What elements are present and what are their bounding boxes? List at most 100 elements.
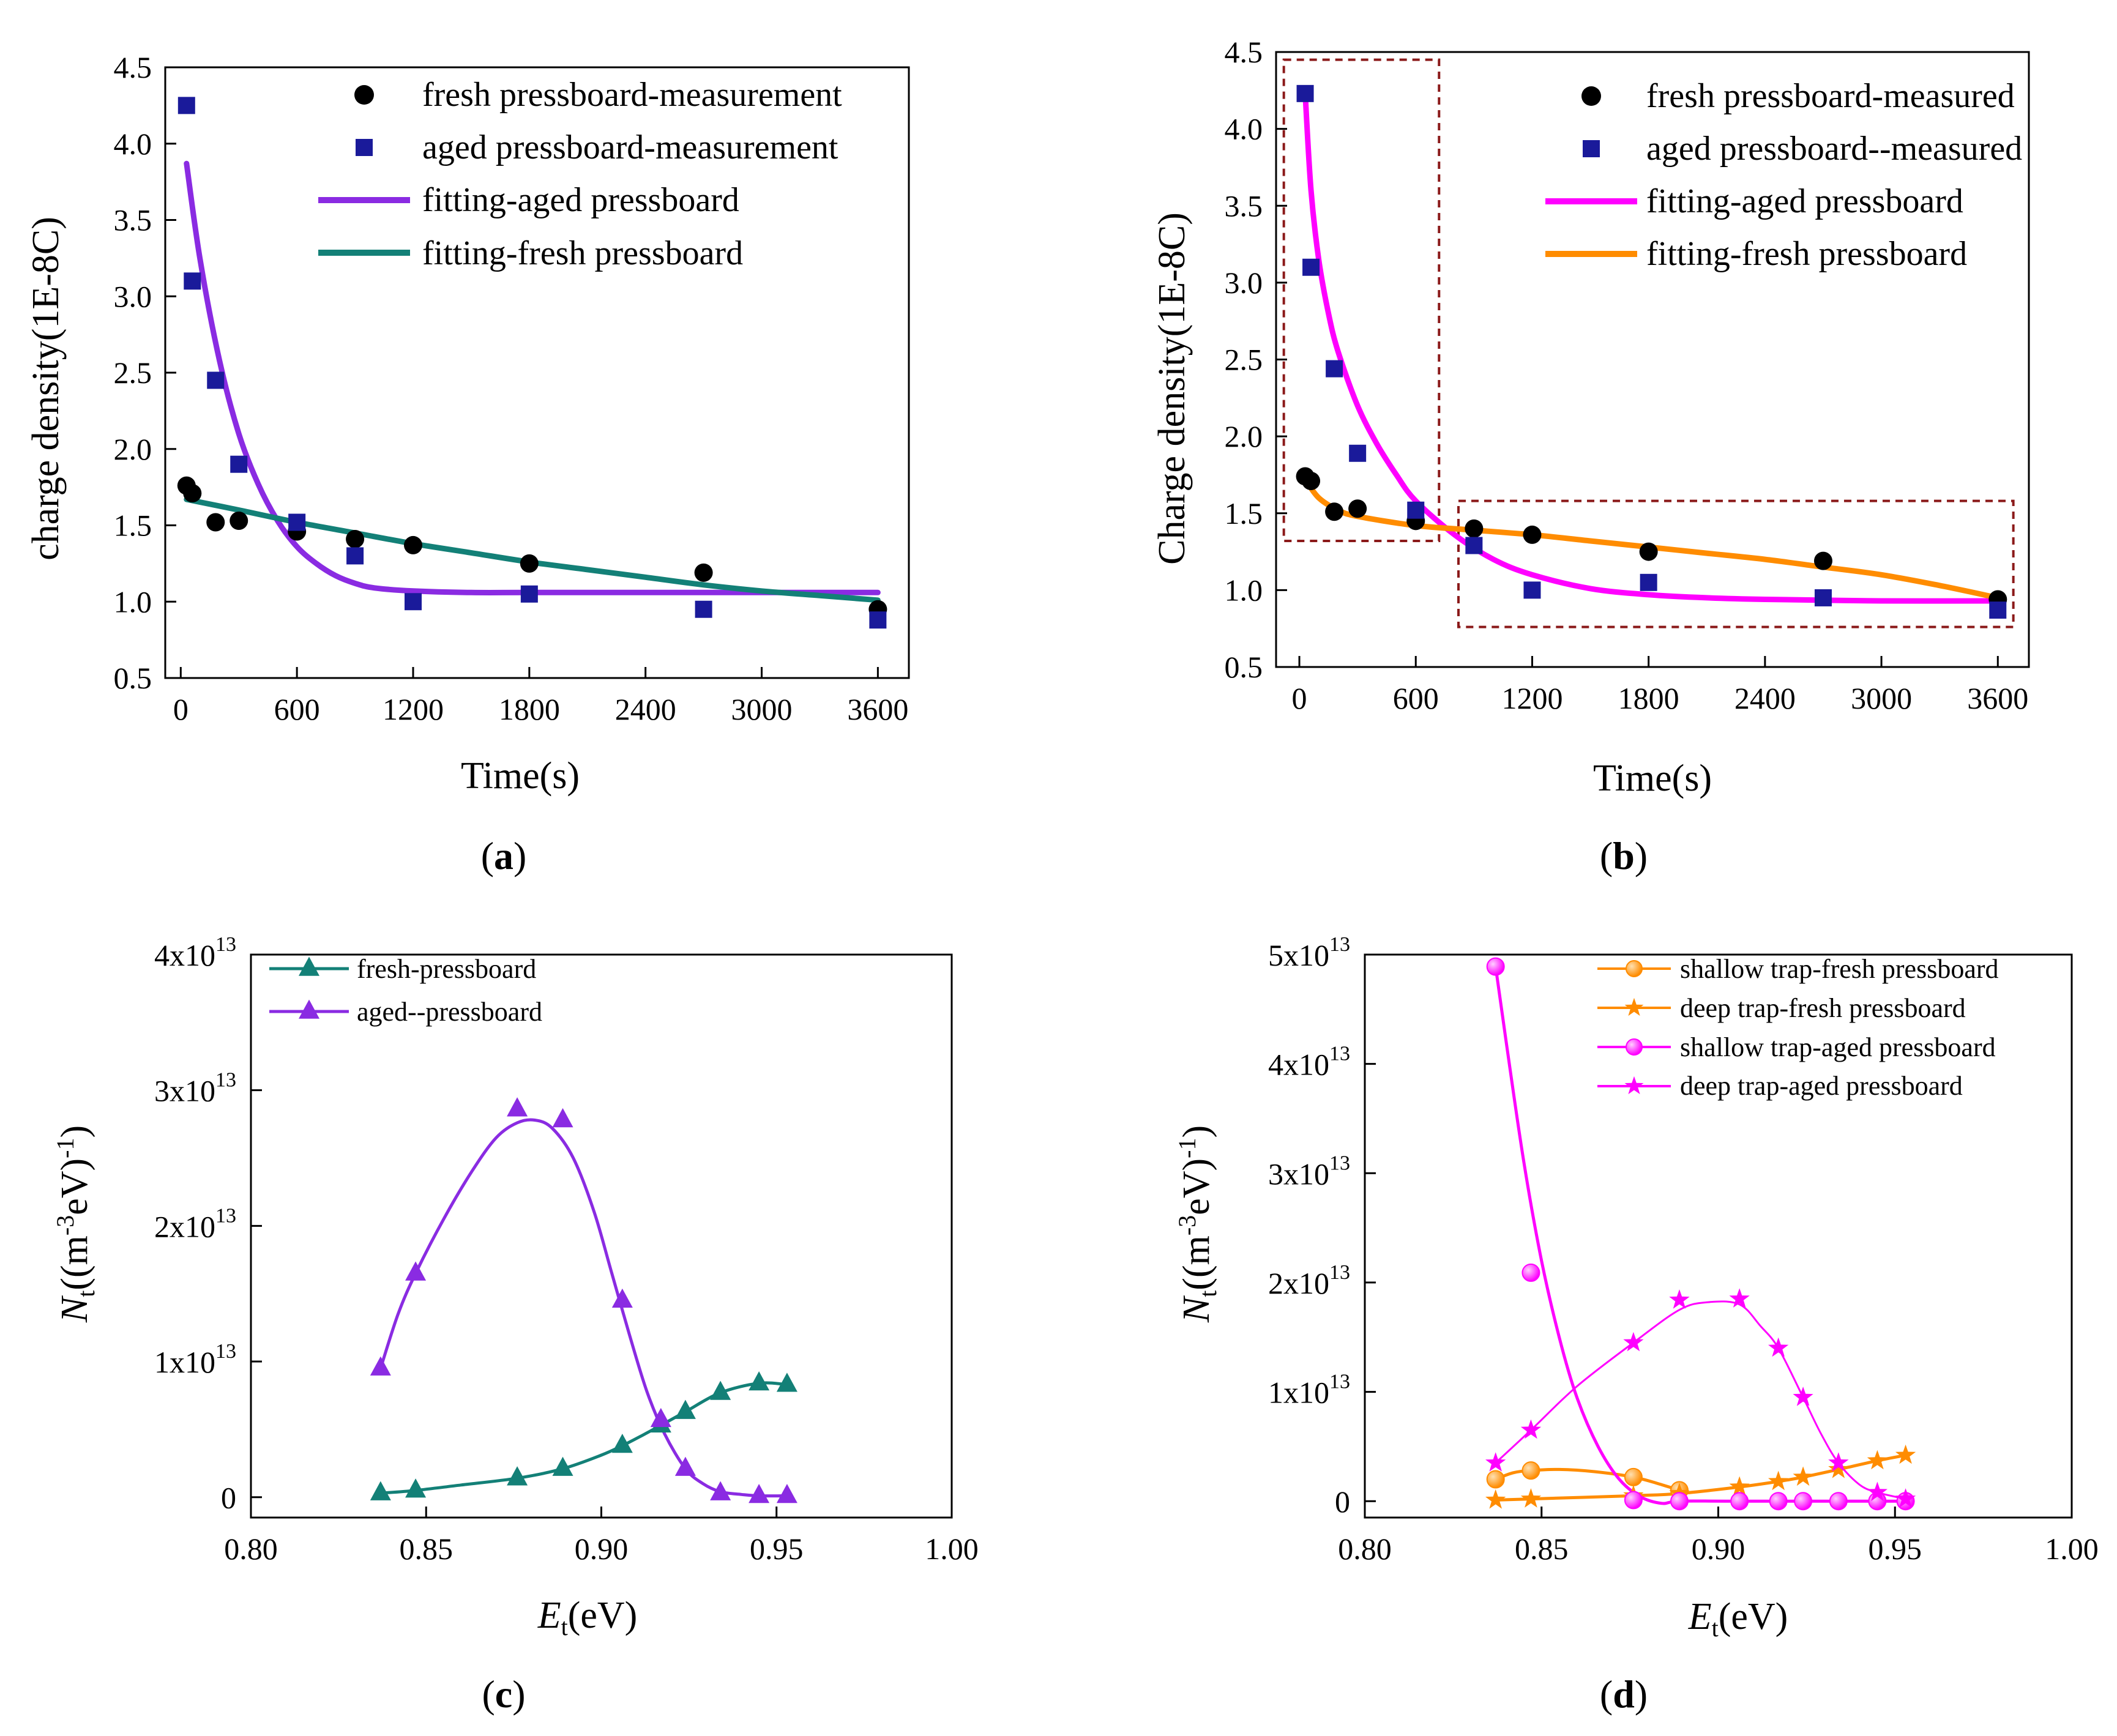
data-point — [1521, 1461, 1540, 1480]
legend-b-2: fitting-aged pressboard — [1646, 182, 1963, 220]
y-tick-label: 2.0 — [1225, 419, 1263, 453]
ylabel-a: charge density(1E-8C) — [25, 217, 67, 561]
y-tick-label: 2.0 — [114, 432, 152, 466]
data-point — [1793, 1466, 1813, 1486]
panel-label-d: (d) — [1600, 1672, 1648, 1716]
ylabel-c: Nt((m-3eV)-1) — [51, 1125, 100, 1323]
data-point — [1520, 1488, 1542, 1508]
xlabel-d: Et(eV) — [1688, 1596, 1788, 1642]
y-tick-label: 0 — [221, 1481, 236, 1515]
data-point — [1768, 1470, 1789, 1491]
x-tick-label: 3000 — [1851, 681, 1912, 715]
data-point — [230, 455, 248, 473]
data-point — [1624, 1491, 1643, 1510]
y-tick-label: 3x1013 — [1268, 1152, 1350, 1191]
data-point — [1794, 1492, 1813, 1511]
legend-markers — [269, 85, 1671, 1095]
data-point — [1793, 1387, 1813, 1406]
x-tick-label: 1800 — [499, 692, 560, 726]
data-point — [346, 547, 364, 565]
y-tick-label: 5x1013 — [1268, 933, 1350, 972]
curve-2 — [1494, 966, 1906, 1505]
panel-a: 0 600 1200 1800 2400 3000 3600 0.5 1.0 1.5 2.0 2.5 3… — [25, 50, 910, 877]
data-point — [1989, 602, 2007, 619]
data-point — [370, 1356, 391, 1376]
data-point — [507, 1097, 528, 1117]
panel-d: 0.80 0.85 0.90 0.95 1.00 0 1x1013 2x1013 3x1013 4… — [1173, 933, 2099, 1716]
legend-d-1: deep trap-fresh pressboard — [1680, 993, 1966, 1023]
data-point — [776, 1373, 797, 1392]
x-tick-label: 0.95 — [1869, 1532, 1922, 1566]
x-tick-label: 0.90 — [575, 1532, 629, 1566]
x-tick-label: 1200 — [383, 692, 444, 726]
data-point — [183, 484, 202, 503]
data-point — [749, 1371, 770, 1391]
data-point — [1729, 1476, 1750, 1496]
y-tick-label: 1.0 — [114, 584, 152, 619]
data-point — [1302, 258, 1320, 276]
data-point — [1486, 957, 1505, 976]
plot-area-c: 0.80 0.85 0.90 0.95 1.00 0 1x1013 2x1013 3x1013 4… — [154, 933, 979, 1566]
data-point — [1769, 1492, 1788, 1511]
y-tick-label: 3.5 — [114, 203, 152, 237]
data-point — [1325, 502, 1344, 521]
data-point — [1348, 499, 1367, 518]
curve-3 — [1495, 1300, 1906, 1500]
data-point — [1485, 1489, 1506, 1509]
legend-marker-d-0 — [1626, 960, 1643, 977]
data-point — [1639, 542, 1658, 561]
y-tick-label: 3.5 — [1225, 188, 1263, 223]
data-point — [552, 1456, 573, 1476]
x-tick-label: 1800 — [1618, 681, 1679, 715]
data-point — [1623, 1332, 1644, 1352]
x-tick-label: 1200 — [1501, 681, 1563, 715]
data-point — [710, 1380, 731, 1400]
curve-1 — [379, 1118, 787, 1498]
legend-a-1: aged pressboard-measurement — [422, 129, 838, 166]
data-point — [869, 611, 887, 629]
legend-b-3: fitting-fresh pressboard — [1646, 235, 1967, 273]
data-point — [207, 371, 225, 389]
data-point — [405, 1478, 427, 1498]
x-tick-label: 600 — [274, 692, 320, 726]
y-tick-label: 3.0 — [114, 279, 152, 313]
data-point — [230, 512, 248, 531]
ylabel-b: Charge density(1E-8C) — [1151, 212, 1193, 565]
data-point — [710, 1481, 731, 1500]
x-tick-label: 0.80 — [224, 1532, 278, 1566]
fit-line-2 — [1302, 91, 2001, 604]
data-point — [404, 535, 422, 554]
legend-marker-a-1 — [356, 139, 373, 156]
data-point — [1670, 1492, 1689, 1511]
y-tick-label: 2x1013 — [1268, 1261, 1350, 1300]
data-point — [1624, 1467, 1643, 1486]
data-point — [405, 593, 422, 611]
data-point — [1465, 537, 1483, 554]
data-point — [674, 1399, 696, 1419]
data-point — [288, 513, 306, 531]
legend-a-3: fitting-fresh pressboard — [422, 234, 743, 272]
data-point — [1669, 1289, 1690, 1309]
legend-c-0: fresh-pressboard — [357, 954, 536, 984]
legend-a-0: fresh pressboard-measurement — [422, 76, 842, 114]
x-tick-label: 0.85 — [400, 1532, 454, 1566]
data-point — [520, 554, 539, 573]
y-tick-label: 2x1013 — [154, 1204, 236, 1243]
fit-line-3 — [1302, 477, 2001, 601]
y-tick-label: 4.5 — [1225, 35, 1263, 69]
data-point — [507, 1466, 528, 1486]
plot-area-d: 0.80 0.85 0.90 0.95 1.00 0 1x1013 2x1013 3x1013 4… — [1268, 933, 2099, 1566]
y-tick-label: 1.5 — [114, 509, 152, 543]
highlight-box — [1457, 499, 2015, 628]
y-tick-label: 1.0 — [1225, 573, 1263, 607]
data-point — [1485, 1452, 1506, 1472]
highlight-box — [1282, 58, 1441, 542]
data-point — [1523, 581, 1541, 599]
y-tick-label: 4x1013 — [154, 933, 236, 972]
data-point — [695, 600, 712, 618]
data-point — [1895, 1488, 1916, 1508]
legend-d-2: shallow trap-aged pressboard — [1680, 1032, 1996, 1062]
y-tick-label: 1x1013 — [1268, 1371, 1350, 1410]
x-tick-label: 2400 — [615, 692, 676, 726]
